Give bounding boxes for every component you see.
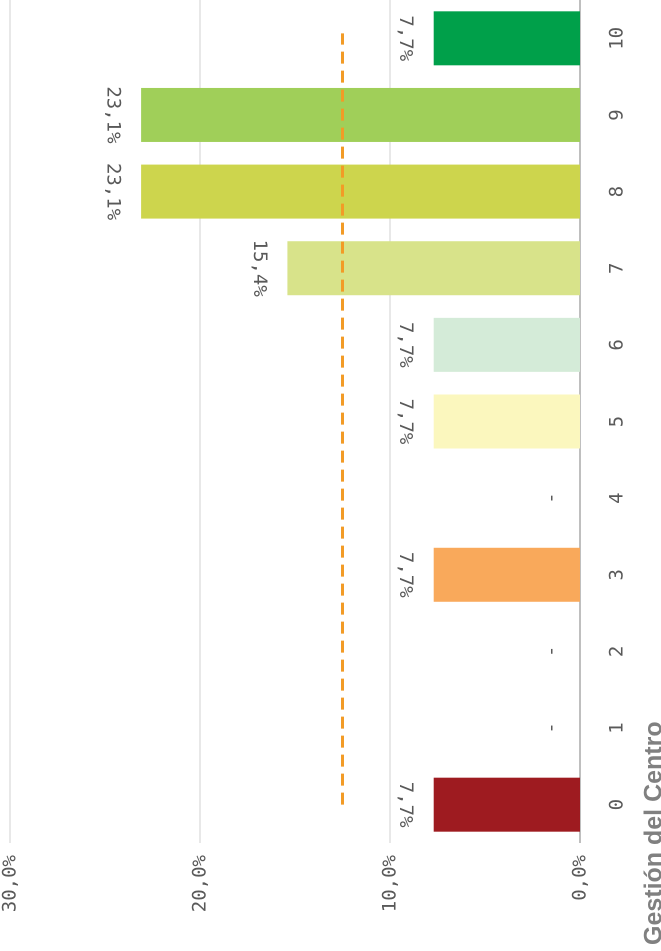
x-tick-label: 0 [606,799,628,810]
data-label: - [542,646,564,657]
data-label: 15,4% [249,240,271,298]
x-tick-label: 8 [606,186,628,197]
data-label: 7,7% [395,782,417,828]
chart-title: Gestión del Centro [640,721,661,945]
data-label: 7,7% [395,552,417,598]
data-label: 23,1% [103,86,125,144]
y-tick-label: 20,0% [189,854,211,912]
data-label: - [542,492,564,503]
x-tick-label: 5 [606,416,628,427]
data-label: 7,7% [395,15,417,61]
bar [433,11,581,66]
bar [141,87,580,142]
x-tick-label: 4 [606,492,628,503]
y-tick-label: 30,0% [0,854,21,912]
x-tick-label: 3 [606,569,628,580]
bar [433,317,581,372]
x-tick-label: 6 [606,339,628,350]
data-label: 23,1% [103,163,125,221]
x-tick-label: 10 [606,27,628,50]
y-tick-label: 10,0% [379,854,401,912]
bar [433,547,581,602]
x-tick-label: 2 [606,646,628,657]
x-tick-label: 1 [606,722,628,733]
data-label: 7,7% [395,322,417,368]
data-label: 7,7% [395,399,417,445]
x-tick-label: 7 [606,263,628,274]
bar [433,777,581,832]
y-tick-label: 0,0% [569,854,591,900]
bar [433,394,581,449]
bar [287,241,580,296]
bar [141,164,580,219]
data-label: - [542,722,564,733]
x-tick-label: 9 [606,109,628,120]
